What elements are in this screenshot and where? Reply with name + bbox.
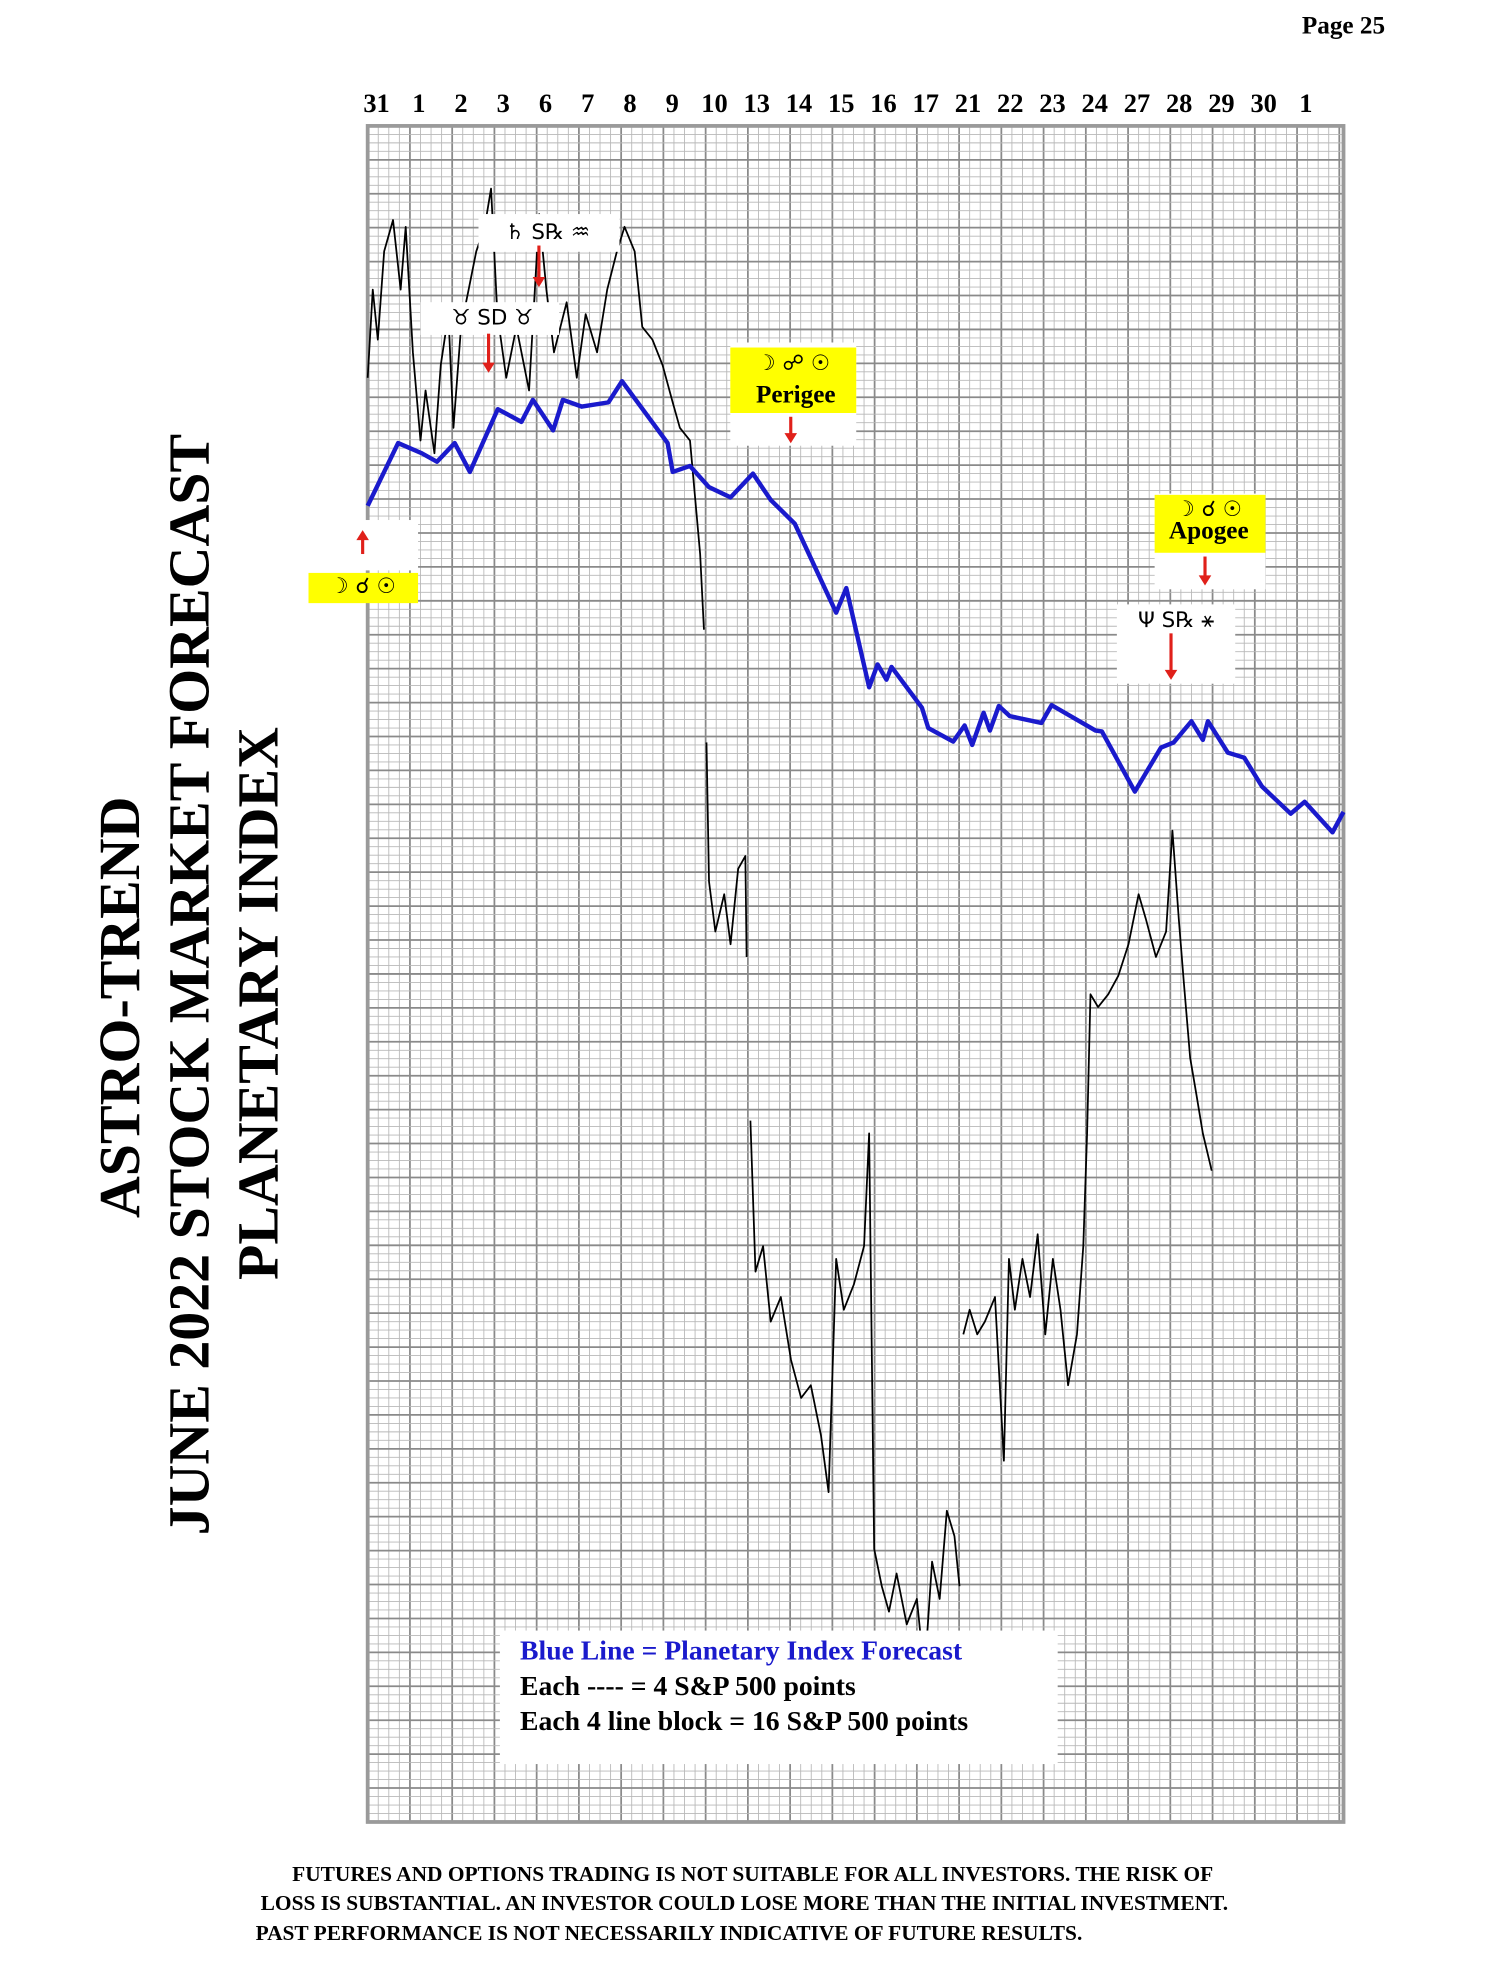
page-number: Page 25 (1302, 12, 1385, 39)
x-tick-label: 23 (1039, 88, 1065, 118)
x-tick-label: 24 (1081, 88, 1107, 118)
x-tick-label: 2 (454, 88, 467, 118)
annotation-box (420, 302, 560, 335)
x-tick-label: 3 (497, 88, 510, 118)
annotation-arrowhead (482, 362, 495, 373)
x-tick-label: 29 (1208, 88, 1234, 118)
legend-note: Each ---- = 4 S&P 500 points (520, 1670, 856, 1701)
x-tick-label: 30 (1250, 88, 1276, 118)
annotation-arrowhead (532, 277, 546, 288)
disclaimer-line: FUTURES AND OPTIONS TRADING IS NOT SUITA… (292, 1862, 1213, 1886)
market-line (962, 829, 1213, 1462)
x-tick-label: 28 (1166, 88, 1192, 118)
legend-box (499, 1630, 1058, 1765)
market-line (749, 1120, 961, 1676)
x-tick-label: 10 (701, 88, 727, 118)
annotation: ☽ ☌ ☉ (1176, 497, 1242, 522)
x-tick-label: 1 (1299, 88, 1312, 118)
annotation-box (308, 572, 419, 604)
title-block: ASTRO-TREND JUNE 2022 STOCK MARKET FORECA… (87, 434, 291, 1535)
x-tick-label: 13 (744, 88, 770, 118)
legend-note: Each 4 line block = 16 S&P 500 points (520, 1705, 968, 1736)
x-tick-label: 14 (786, 88, 812, 118)
plot-area (365, 187, 1346, 1676)
annotation-box (478, 214, 620, 252)
x-tick-label: 21 (955, 88, 981, 118)
annotation-box (1154, 494, 1266, 553)
x-tick-label: 9 (666, 88, 679, 118)
legend: Blue Line = Planetary Index Forecast Each… (499, 1630, 1058, 1765)
legend-entry: Blue Line = Planetary Index Forecast (520, 1635, 963, 1666)
forecast-line (365, 378, 1346, 835)
x-tick-label: 6 (539, 88, 552, 118)
x-tick-label: 7 (581, 88, 594, 118)
annotation: Apogee (1169, 517, 1249, 544)
annotation: ☽ ☍ ☉ (756, 351, 830, 376)
annotation: ♄ S℞ ♒ (505, 220, 590, 245)
chart-title: ASTRO-TREND (87, 797, 152, 1219)
x-tick-label: 27 (1124, 88, 1150, 118)
disclaimer-line: PAST PERFORMANCE IS NOT NECESSARILY INDI… (256, 1921, 1083, 1945)
x-tick-label: 8 (623, 88, 636, 118)
chart-title: JUNE 2022 STOCK MARKET FORECAST (156, 434, 221, 1535)
annotation-box (730, 347, 857, 413)
annotation: ☽ ☌ ☉ (329, 574, 395, 599)
disclaimer-line: LOSS IS SUBSTANTIAL. AN INVESTOR COULD L… (261, 1891, 1228, 1915)
annotation-arrowhead (1198, 575, 1212, 586)
annotation-box (361, 520, 419, 571)
x-tick-label: 1 (412, 88, 425, 118)
plot-border (365, 124, 1346, 1824)
market-line (705, 742, 748, 957)
annotation: ♉ SD ♉ (451, 306, 533, 331)
market-line (366, 187, 705, 630)
annotation-arrowhead (356, 530, 369, 541)
x-tick-label: 15 (828, 88, 854, 118)
annotations: ☽ ☌ ☉♄ S℞ ♒♉ SD ♉☽ ☍ ☉Perigee☽ ☌ ☉Apogee… (308, 214, 1266, 684)
x-tick-label: 16 (870, 88, 896, 118)
x-tick-label: 22 (997, 88, 1023, 118)
annotation-arrowhead (784, 433, 798, 444)
annotation-arrowhead (1164, 669, 1178, 680)
annotation: Perigee (756, 381, 836, 408)
annotation: Ψ S℞ ⚹ (1138, 608, 1214, 633)
chart-title: PLANETARY INDEX (226, 727, 291, 1280)
x-tick-label: 31 (363, 88, 389, 118)
x-tick-label: 17 (913, 88, 939, 118)
